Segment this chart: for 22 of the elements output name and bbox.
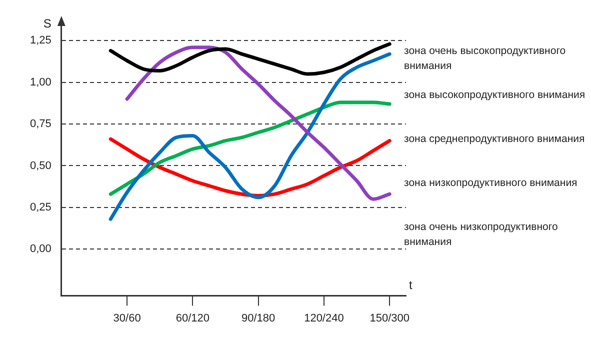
- annotation: зона очень низкопродуктивного внимания: [404, 220, 559, 250]
- annotation: зона среднепродуктивного внимания: [404, 132, 586, 147]
- x-tick-label: 30/60: [113, 312, 141, 324]
- line-series: [108, 42, 392, 76]
- line-series: [108, 52, 392, 221]
- annotation: зона высокопродуктивного внимания: [404, 88, 586, 103]
- x-tick-label: 120/240: [304, 312, 344, 324]
- annotation: зона низкопродуктивного внимания: [404, 176, 578, 191]
- annotation: зона очень высокопродуктивного внимания: [404, 44, 567, 74]
- line-series: [108, 100, 392, 196]
- y-axis-title: S: [43, 16, 52, 30]
- x-tick-label: 150/300: [370, 312, 410, 324]
- y-tick-label: 1,25: [30, 34, 52, 47]
- line-series: [125, 46, 392, 201]
- x-axis-title: t: [409, 278, 413, 292]
- y-tick-label: 0,75: [30, 118, 52, 130]
- y-tick-label: 1,00: [30, 76, 52, 88]
- y-tick-label: 0,50: [30, 160, 52, 172]
- x-tick-label: 90/180: [241, 312, 276, 324]
- y-tick-label: 0,00: [30, 243, 52, 256]
- y-tick-label: 0,25: [30, 201, 52, 214]
- x-tick-label: 60/120: [176, 312, 210, 324]
